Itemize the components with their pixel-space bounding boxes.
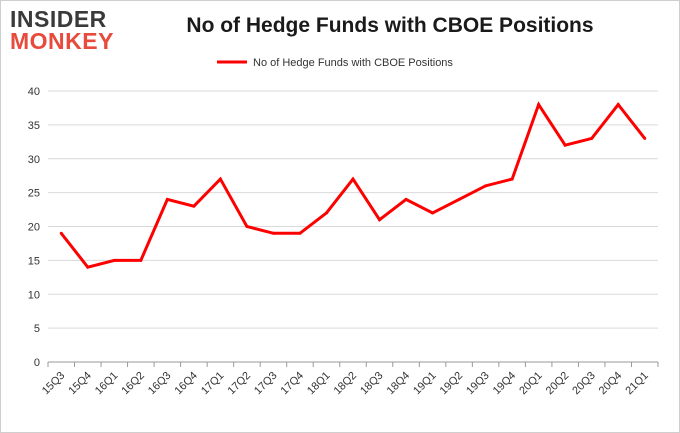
data-point-15Q3: [59, 231, 63, 235]
data-point-19Q4: [510, 177, 514, 181]
series-line-0: [60, 101, 646, 269]
data-point-16Q3: [165, 197, 169, 201]
data-point-17Q4: [298, 231, 302, 235]
x-tick-label-18Q3: 18Q3: [358, 370, 386, 398]
legend: No of Hedge Funds with CBOE Positions: [217, 57, 453, 69]
legend-label-0: No of Hedge Funds with CBOE Positions: [253, 57, 453, 69]
logo-text-top: INSIDER: [10, 6, 107, 32]
x-tick-label-19Q2: 19Q2: [438, 370, 466, 398]
y-tick-label-0: 0: [34, 357, 40, 369]
insider-monkey-logo: INSIDER MONKEY: [10, 6, 114, 54]
x-tick-label-17Q4: 17Q4: [279, 370, 307, 398]
x-tick-label-16Q1: 16Q1: [93, 370, 121, 398]
y-tick-label-25: 25: [28, 188, 40, 200]
y-axis-ticks: 0 5 10 15 20 25 30 35 40: [28, 86, 40, 369]
x-tick-label-18Q4: 18Q4: [385, 370, 413, 398]
chart-title: No of Hedge Funds with CBOE Positions: [186, 14, 594, 37]
data-point-20Q1: [537, 103, 541, 107]
data-point-20Q3: [590, 136, 594, 140]
x-tick-label-17Q3: 17Q3: [252, 370, 280, 398]
logo-text-bottom: MONKEY: [10, 28, 114, 54]
data-point-18Q2: [351, 177, 355, 181]
data-point-20Q2: [563, 143, 567, 147]
x-tick-label-16Q4: 16Q4: [172, 370, 200, 398]
x-tick-label-17Q2: 17Q2: [226, 370, 254, 398]
x-tick-label-20Q4: 20Q4: [597, 370, 625, 398]
x-tick-label-16Q3: 16Q3: [146, 370, 174, 398]
data-point-20Q4: [616, 103, 620, 107]
x-tick-label-21Q1: 21Q1: [623, 370, 651, 398]
x-axis-ticks: 15Q315Q416Q116Q216Q316Q417Q117Q217Q317Q4…: [40, 370, 651, 398]
y-tick-label-40: 40: [28, 86, 40, 98]
x-tick-label-18Q2: 18Q2: [332, 370, 360, 398]
x-tick-label-19Q4: 19Q4: [491, 370, 519, 398]
data-point-19Q1: [431, 211, 435, 215]
x-tick-label-17Q1: 17Q1: [199, 370, 227, 398]
x-tick-label-19Q1: 19Q1: [411, 370, 439, 398]
data-point-16Q1: [112, 258, 116, 262]
data-point-17Q3: [271, 231, 275, 235]
x-tick-label-20Q2: 20Q2: [544, 370, 572, 398]
y-tick-label-30: 30: [28, 154, 40, 166]
data-point-18Q4: [404, 197, 408, 201]
data-point-19Q3: [484, 184, 488, 188]
y-tick-label-20: 20: [28, 222, 40, 234]
y-tick-label-5: 5: [34, 323, 40, 335]
x-tick-label-18Q1: 18Q1: [305, 370, 333, 398]
x-tick-label-15Q4: 15Q4: [66, 370, 94, 398]
x-tick-label-16Q2: 16Q2: [119, 370, 147, 398]
x-tick-label-20Q3: 20Q3: [570, 370, 598, 398]
data-point-16Q2: [139, 258, 143, 262]
data-point-17Q1: [218, 177, 222, 181]
y-tick-label-15: 15: [28, 255, 40, 267]
grid-lines: [48, 90, 658, 329]
x-tick-label-19Q3: 19Q3: [464, 370, 492, 398]
axes: [47, 361, 659, 367]
x-tick-label-15Q3: 15Q3: [40, 370, 68, 398]
data-point-21Q1: [643, 136, 647, 140]
data-point-19Q2: [457, 197, 461, 201]
series-layer: [59, 101, 647, 269]
data-point-16Q4: [192, 204, 196, 208]
data-point-18Q3: [378, 218, 382, 222]
x-tick-label-20Q1: 20Q1: [517, 370, 545, 398]
y-tick-label-35: 35: [28, 120, 40, 132]
y-tick-label-10: 10: [28, 289, 40, 301]
data-point-18Q1: [324, 211, 328, 215]
data-point-15Q4: [86, 265, 90, 269]
data-point-17Q2: [245, 225, 249, 228]
